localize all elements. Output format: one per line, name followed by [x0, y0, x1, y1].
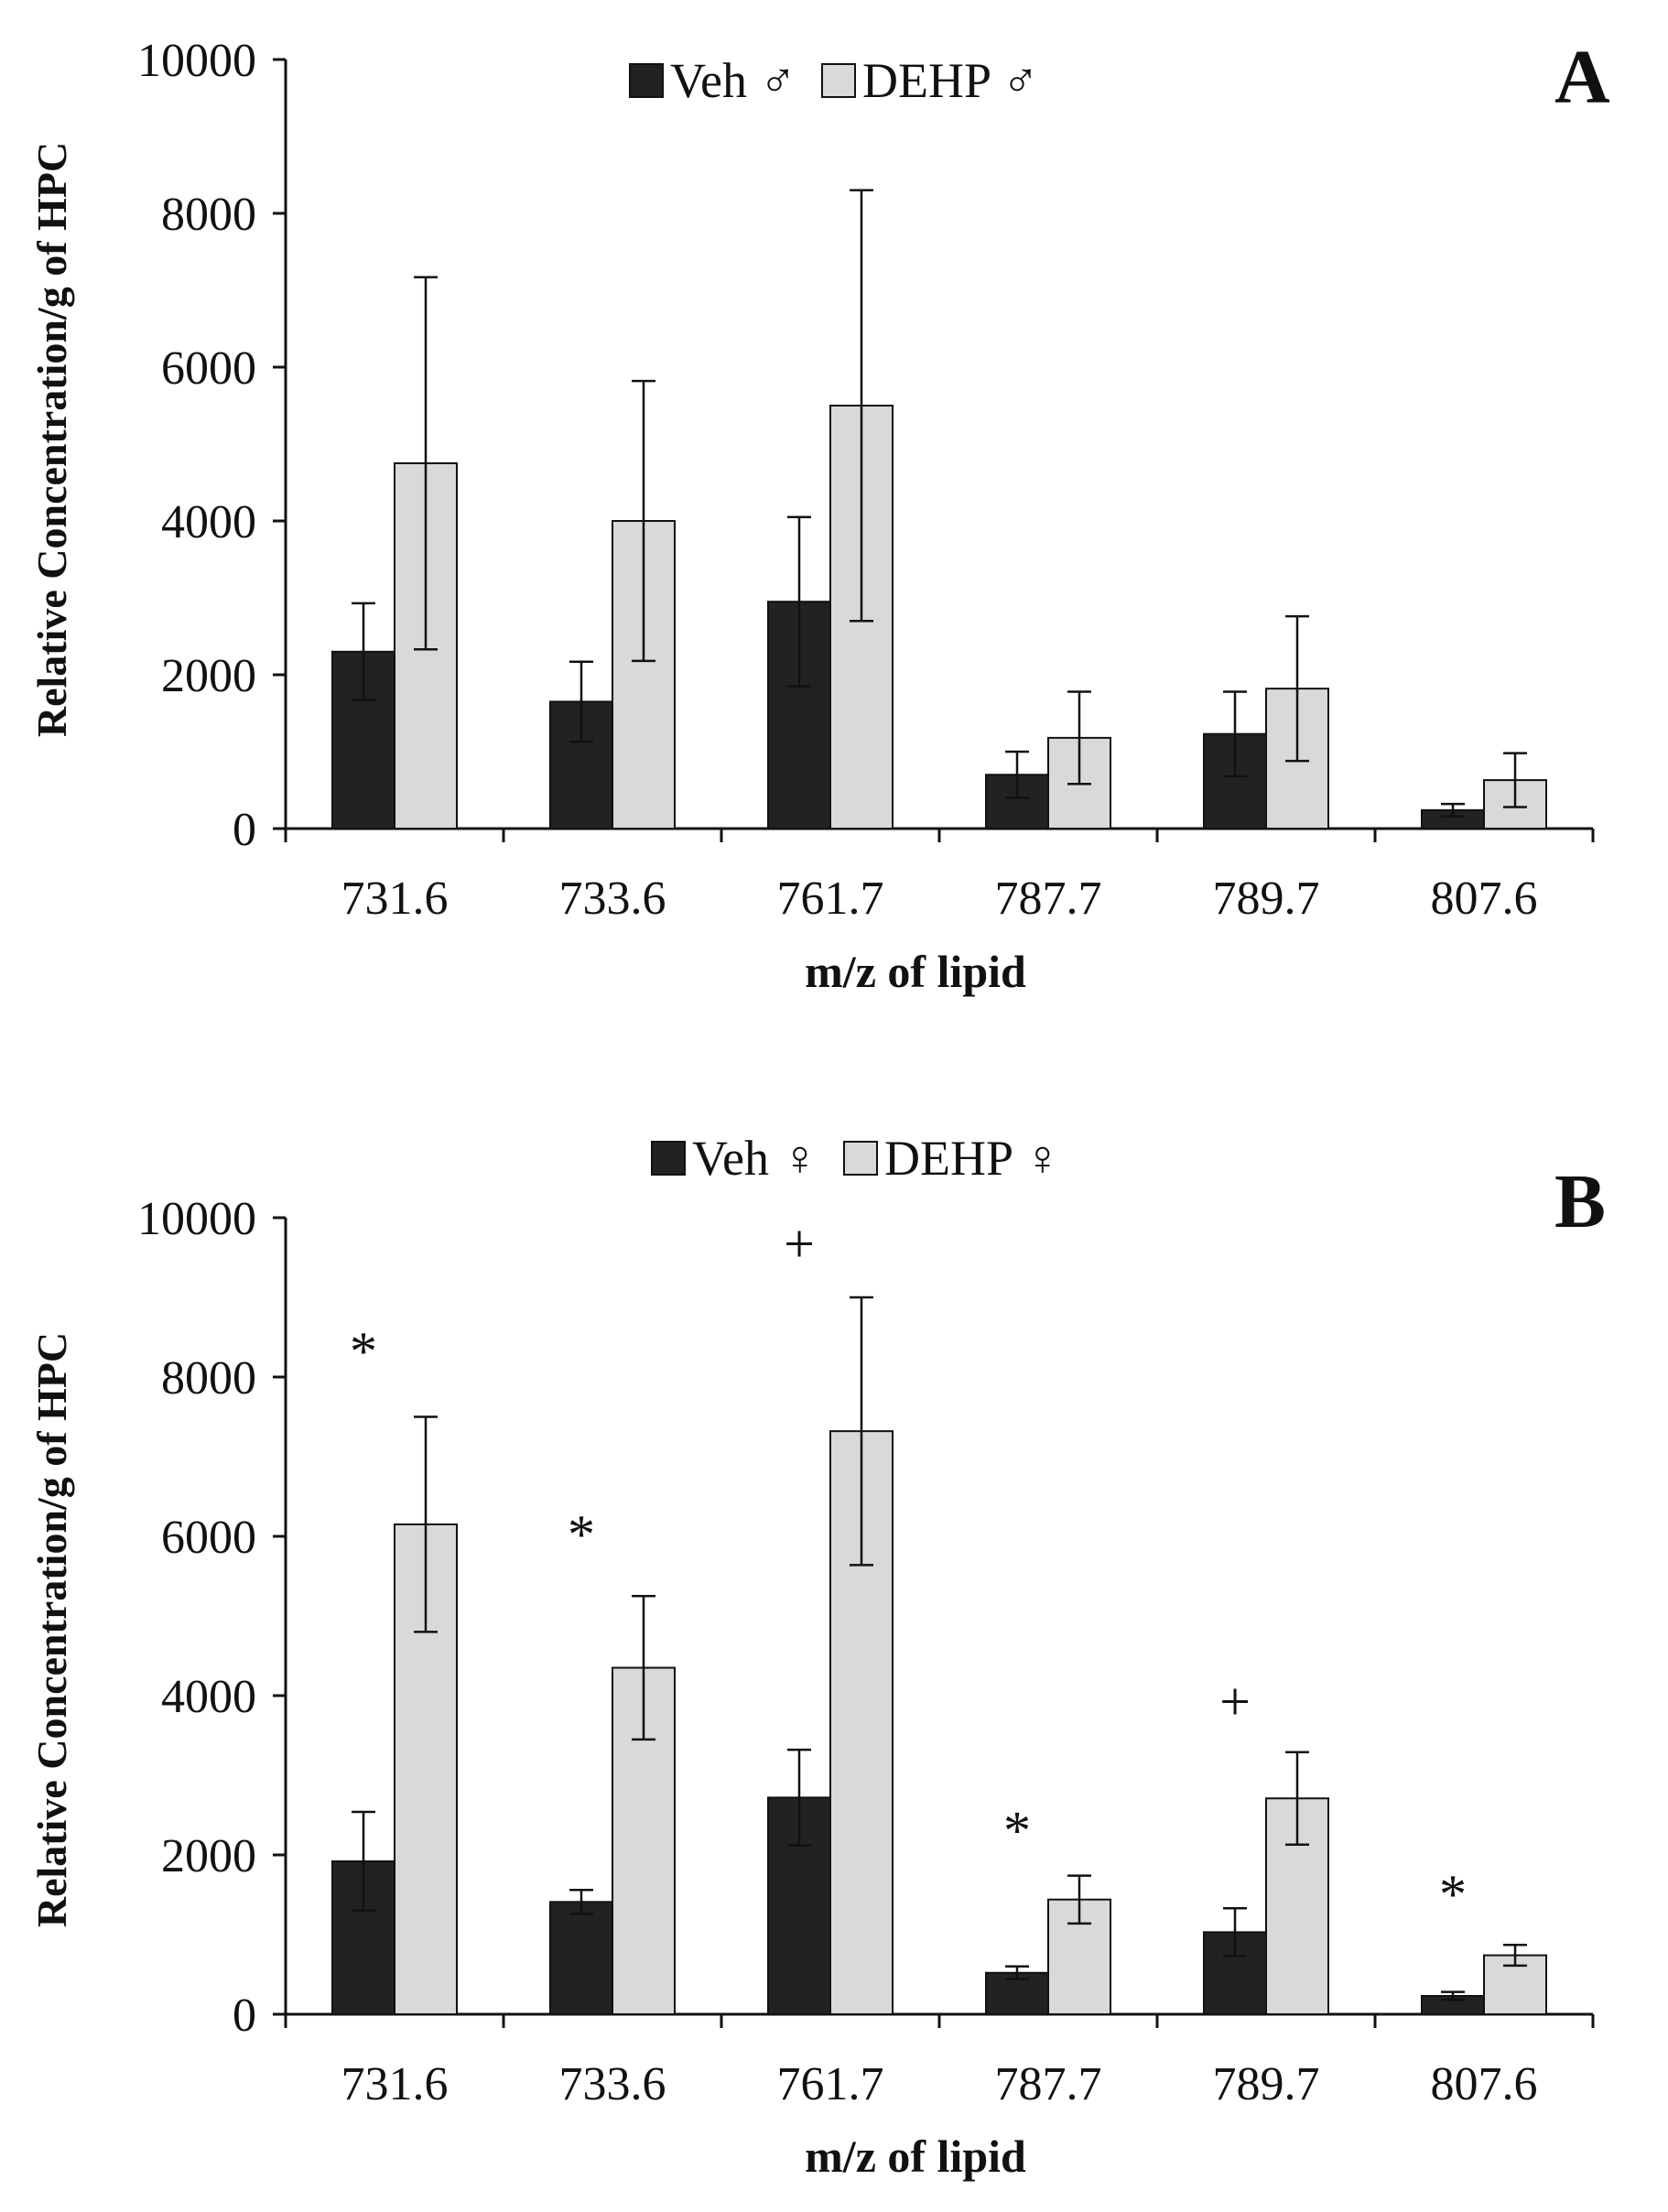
x-tick-labels-a: 731.6 733.6 761.7 787.7 789.7 807.6	[341, 873, 1538, 925]
legend-swatch-dehp	[821, 63, 856, 98]
bar-veh-733.6	[549, 1901, 613, 2016]
y-tick-label-b: 2000	[161, 1830, 256, 1882]
x-tick-label-b: 761.7	[777, 2058, 884, 2110]
x-axis-label-a: m/z of lipid	[805, 946, 1026, 997]
legend-label-dehp: DEHP ♂	[862, 53, 1039, 108]
panel-a: Veh ♂ DEHP ♂ A Relative Concentration/g …	[28, 35, 1610, 997]
significance-mark-807.6: *	[1439, 1864, 1467, 1925]
bar-veh-761.7	[767, 1796, 831, 2015]
y-tick-label-b: 4000	[161, 1671, 256, 1723]
x-tick-label-b: 787.7	[995, 2058, 1102, 2110]
y-tick-label-a: 10000	[137, 35, 256, 87]
x-tick-label-a: 733.6	[559, 873, 666, 925]
significance-mark-761.7: +	[784, 1213, 815, 1274]
y-tick-labels-a: 0 2000 4000 6000 8000 10000	[137, 35, 256, 856]
significance-mark-787.7: *	[1003, 1801, 1031, 1861]
y-axis-label-a: Relative Concentration/g of HPC	[28, 142, 75, 737]
x-tick-label-a: 761.7	[777, 873, 884, 925]
y-ticks-b	[273, 1216, 286, 2016]
legend-a: Veh ♂ DEHP ♂	[629, 53, 1039, 108]
x-tick-label-a: 731.6	[341, 873, 449, 925]
legend-label-veh: Veh ♀	[692, 1131, 818, 1186]
y-tick-label-a: 6000	[161, 342, 256, 395]
y-tick-label-b: 0	[233, 1990, 256, 2042]
x-tick-label-b: 731.6	[341, 2058, 449, 2110]
y-tick-label-a: 8000	[161, 189, 256, 241]
y-tick-label-a: 2000	[161, 650, 256, 702]
significance-mark-789.7: +	[1219, 1672, 1251, 1732]
y-tick-label-b: 6000	[161, 1512, 256, 1564]
legend-label-veh: Veh ♂	[670, 53, 796, 108]
panel-letter-b: B	[1554, 1159, 1606, 1244]
x-tick-label-a: 789.7	[1213, 873, 1320, 925]
significance-mark-733.6: *	[568, 1504, 595, 1565]
x-tick-label-b: 733.6	[559, 2058, 666, 2110]
legend-label-dehp: DEHP ♀	[884, 1131, 1061, 1186]
y-tick-label-a: 0	[233, 804, 256, 856]
panel-letter-a: A	[1554, 35, 1610, 120]
legend-swatch-veh	[629, 63, 664, 98]
x-ticks-b	[284, 2014, 1595, 2028]
y-ticks-a	[273, 58, 286, 830]
bars-b: * * + * + *	[331, 1213, 1547, 2016]
legend-swatch-veh	[651, 1141, 686, 1176]
x-tick-label-b: 807.6	[1431, 2058, 1538, 2110]
bars-a	[331, 189, 1547, 830]
x-tick-label-b: 789.7	[1213, 2058, 1320, 2110]
y-tick-labels-b: 0 2000 4000 6000 8000 10000	[137, 1193, 256, 2042]
y-tick-label-a: 4000	[161, 496, 256, 548]
x-tick-label-a: 787.7	[995, 873, 1102, 925]
y-axis-label-b: Relative Concentration/g of HPC	[28, 1332, 75, 1927]
y-tick-label-b: 8000	[161, 1352, 256, 1404]
y-tick-label-b: 10000	[137, 1193, 256, 1245]
panel-b: Veh ♀ DEHP ♀ B Relative Concentration/g …	[28, 1131, 1606, 2182]
x-axis-label-b: m/z of lipid	[805, 2131, 1026, 2182]
significance-mark-731.6: *	[350, 1321, 377, 1382]
x-tick-labels-b: 731.6 733.6 761.7 787.7 789.7 807.6	[341, 2058, 1538, 2110]
x-tick-label-a: 807.6	[1431, 873, 1538, 925]
legend-swatch-dehp	[843, 1141, 878, 1176]
legend-b: Veh ♀ DEHP ♀	[651, 1131, 1061, 1186]
x-ticks-a	[284, 829, 1595, 842]
